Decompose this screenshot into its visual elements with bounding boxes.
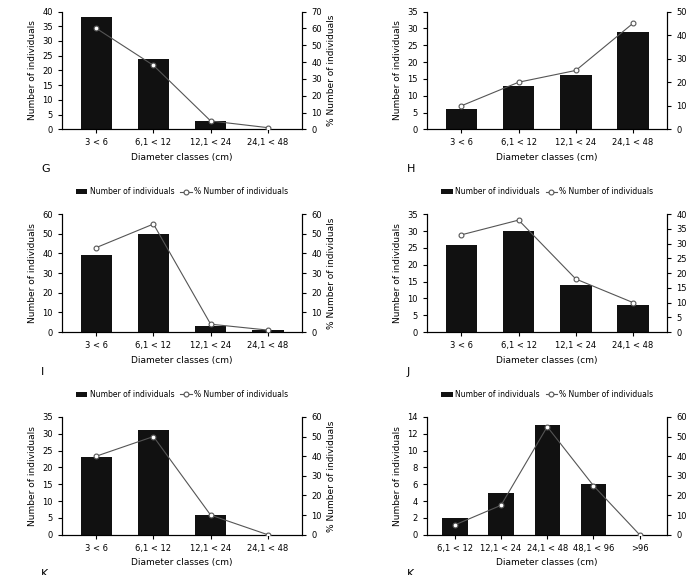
Bar	[80, 457, 112, 535]
Bar	[138, 59, 169, 129]
Bar	[80, 255, 112, 332]
Bar	[488, 493, 514, 535]
Y-axis label: % Number of individuals: % Number of individuals	[327, 420, 336, 531]
Text: K: K	[407, 569, 413, 575]
Y-axis label: Number of individuals: Number of individuals	[28, 426, 36, 526]
Bar	[617, 305, 649, 332]
Y-axis label: % Number of individuals: % Number of individuals	[327, 217, 336, 329]
Bar	[252, 330, 283, 332]
Bar	[446, 109, 477, 129]
Y-axis label: % Number of individuals: % Number of individuals	[327, 15, 336, 126]
Bar	[503, 231, 535, 332]
Text: H: H	[407, 164, 415, 174]
X-axis label: Diameter classes (cm): Diameter classes (cm)	[497, 558, 598, 568]
Bar	[138, 234, 169, 332]
Y-axis label: Number of individuals: Number of individuals	[28, 223, 36, 323]
Text: J: J	[407, 366, 410, 377]
Bar	[535, 426, 560, 535]
Bar	[195, 515, 226, 535]
Legend: Number of individuals, % Number of individuals: Number of individuals, % Number of indiv…	[76, 187, 288, 197]
X-axis label: Diameter classes (cm): Diameter classes (cm)	[497, 153, 598, 162]
Bar	[195, 121, 226, 129]
Legend: Number of individuals, % Number of individuals: Number of individuals, % Number of indiv…	[76, 390, 288, 399]
Bar	[581, 484, 606, 535]
Legend: Number of individuals, % Number of individuals: Number of individuals, % Number of indiv…	[441, 390, 654, 399]
Bar	[195, 326, 226, 332]
X-axis label: Diameter classes (cm): Diameter classes (cm)	[131, 355, 233, 365]
Bar	[442, 518, 468, 535]
Bar	[138, 430, 169, 535]
Y-axis label: Number of individuals: Number of individuals	[393, 426, 402, 526]
Bar	[617, 32, 649, 129]
Y-axis label: Number of individuals: Number of individuals	[393, 223, 402, 323]
Text: K: K	[41, 569, 49, 575]
Y-axis label: Number of individuals: Number of individuals	[28, 21, 36, 120]
Bar	[560, 285, 592, 332]
Text: G: G	[41, 164, 50, 174]
Legend: Number of individuals, % Number of individuals: Number of individuals, % Number of indiv…	[441, 187, 654, 197]
Bar	[560, 75, 592, 129]
X-axis label: Diameter classes (cm): Diameter classes (cm)	[131, 153, 233, 162]
Bar	[80, 17, 112, 129]
X-axis label: Diameter classes (cm): Diameter classes (cm)	[131, 558, 233, 568]
Bar	[446, 244, 477, 332]
Text: I: I	[41, 366, 45, 377]
X-axis label: Diameter classes (cm): Diameter classes (cm)	[497, 355, 598, 365]
Bar	[503, 86, 535, 129]
Y-axis label: Number of individuals: Number of individuals	[393, 21, 402, 120]
